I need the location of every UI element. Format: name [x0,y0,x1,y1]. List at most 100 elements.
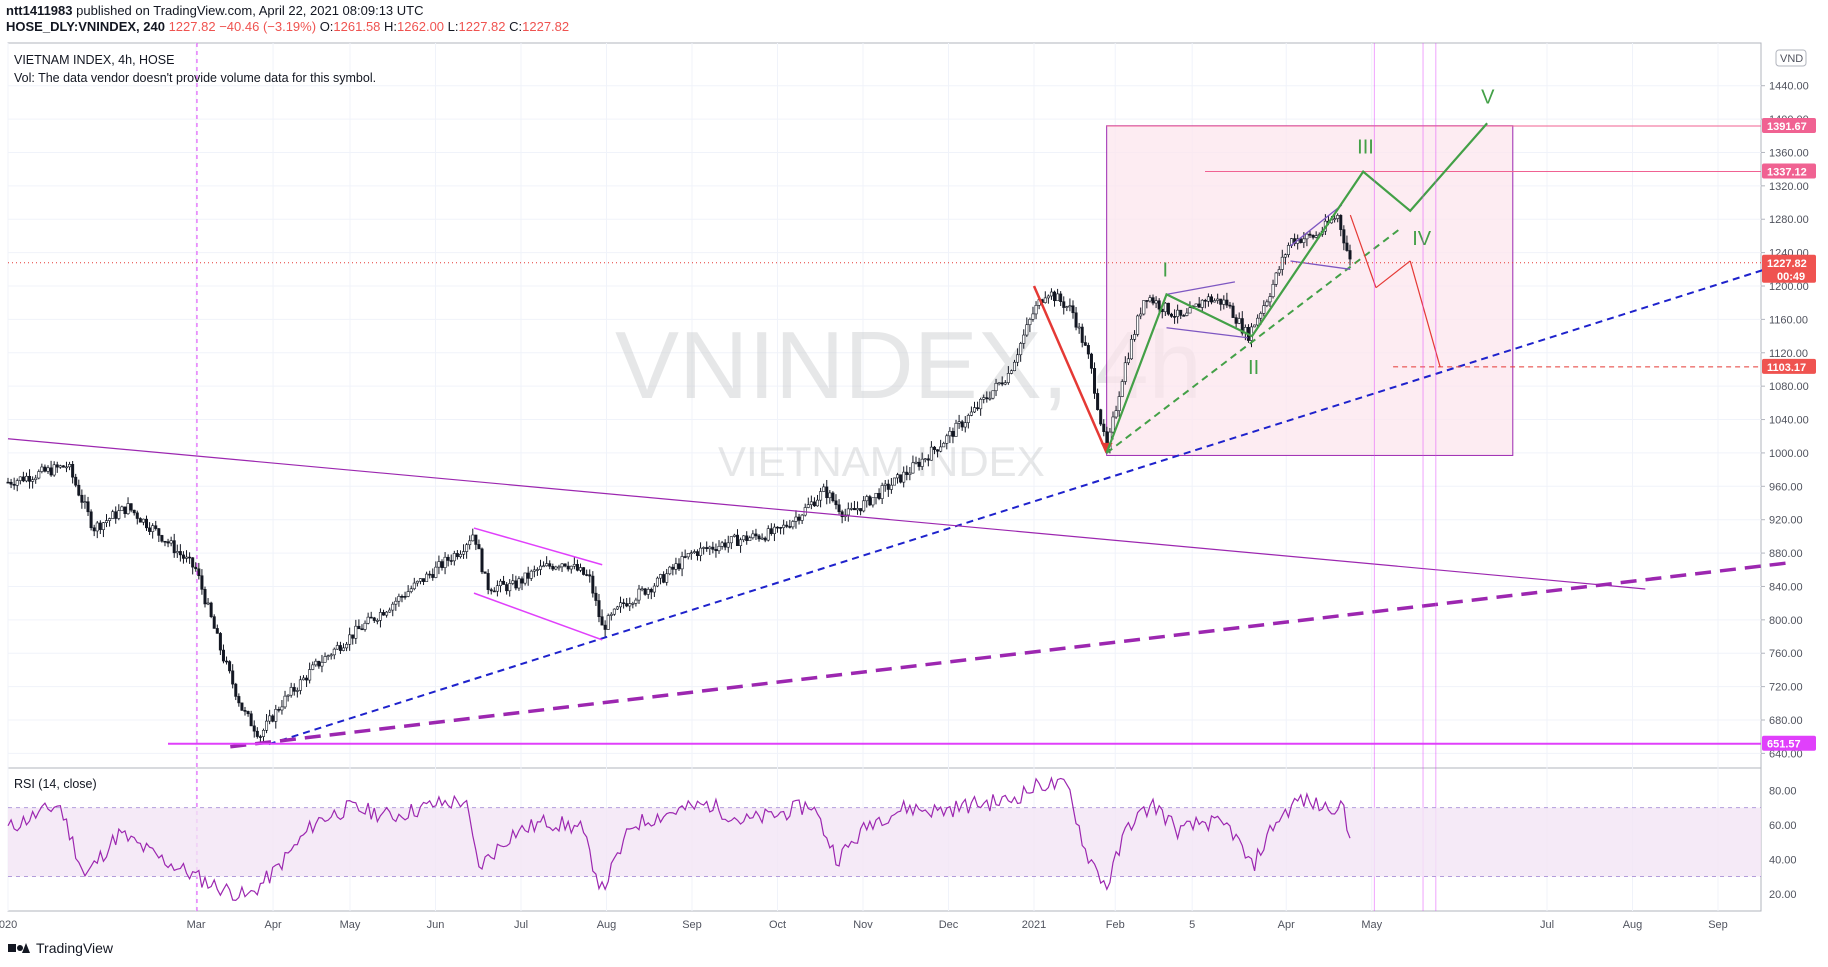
triangle-top [1166,281,1236,295]
candle-body [443,556,447,568]
candle-body [877,492,881,499]
candle-body [1009,370,1013,374]
candle-body [1336,215,1340,219]
candle-body [326,655,330,657]
candle-body [169,540,173,544]
candle-body [628,603,632,607]
candle-body [797,516,801,521]
candle-body [646,589,650,595]
candle-body [21,476,25,482]
candle-body [1000,382,1004,385]
candle-body [1022,334,1026,344]
candle-body [637,588,641,601]
candle-body [625,603,629,607]
y-tick-label: 1280.00 [1769,214,1809,226]
publish-header: ntt1411983 published on TradingView.com,… [6,3,424,18]
candle-body [104,520,108,523]
candle-body [157,528,161,536]
candle-body [788,526,792,528]
symbol-interval[interactable]: HOSE_DLY:VNINDEX, 240 [6,19,165,34]
candle-body [351,634,355,639]
candle-body [708,546,712,550]
publisher-name[interactable]: ntt1411983 [6,3,73,18]
candle-body [905,471,909,475]
candle-body [1179,309,1183,316]
candle-body [492,590,496,593]
candle-body [976,407,980,410]
candle-body [114,511,118,519]
candle-body [655,577,659,587]
candle-body [428,573,432,576]
candle-body [674,563,678,570]
candle-body [936,449,940,452]
candle-body [1083,342,1087,346]
candle-body [717,545,721,552]
time-axis[interactable]: 020 Mar Apr May Jun Jul Aug Sep Oct Nov Dec 2021 Feb… [0,919,1728,931]
candle-body [265,720,269,731]
candle-body [1342,229,1346,244]
candle-body [557,566,561,569]
candle-body [317,660,321,667]
legend-title[interactable]: VIETNAM INDEX, 4h, HOSE [14,53,175,67]
x-tick-label: 2021 [1022,919,1046,931]
watermark-symbol: VNINDEX, 4h [615,312,1202,419]
candle-body [1077,326,1081,329]
rsi-tick-label: 40.00 [1769,854,1797,866]
candle-body [883,483,887,486]
candle-body [440,561,444,568]
candle-body [231,670,235,685]
candle-body [452,553,456,562]
candle-body [89,511,93,529]
low-label: L: [447,19,459,34]
candle-body [723,542,727,548]
candle-body [1006,373,1010,383]
candle-body [178,551,182,556]
blue-dashed-support [268,261,1787,746]
candle-body [86,501,90,513]
candle-body [508,583,512,592]
candle-body [308,669,312,681]
candle-body [1314,235,1318,238]
candle-body [600,616,604,626]
x-tick-label: Nov [853,919,873,931]
candle-body [252,725,256,732]
candle-body [923,458,927,461]
candle-body [80,494,84,503]
candle-body [1046,295,1050,299]
candle-body [535,569,539,571]
candle-body [748,537,752,541]
candle-body [1068,305,1072,308]
candle-body [412,582,416,590]
candle-body [1200,299,1204,308]
candle-body [1311,234,1315,238]
candle-body [1228,304,1232,307]
candle-body [828,492,832,499]
candle-body [1074,312,1078,328]
price-label-text: 1337.12 [1767,167,1807,179]
y-tick-label: 640.00 [1769,748,1803,760]
currency-badge[interactable]: VND [1775,49,1807,67]
candle-body [1197,303,1201,308]
candle-body [932,446,936,450]
candle-body [1299,238,1303,243]
x-tick-label: Aug [1623,919,1643,931]
candle-body [954,422,958,437]
candle-body [71,463,75,478]
candle-body [12,483,16,486]
candle-body [517,578,521,589]
footer-brand[interactable]: TradingView [8,940,113,956]
x-tick-label: Jul [1540,919,1554,931]
candle-body [942,442,946,448]
candle-body [1286,245,1290,255]
candle-body [702,547,706,549]
rsi-legend[interactable]: RSI (14, close) [14,777,97,791]
candle-body [680,556,684,570]
candle-body [1166,302,1170,315]
price-axis[interactable]: 640.00 680.00 720.00 760.00 800.00 840.00 880.… [1761,81,1809,901]
candle-body [1283,254,1287,258]
purple-dashed-support [230,561,1787,749]
